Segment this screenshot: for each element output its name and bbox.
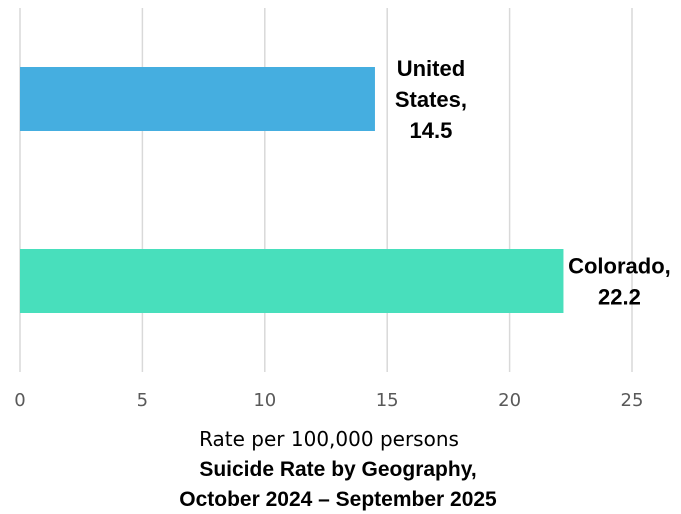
x-tick-label-15: 15 <box>376 390 399 411</box>
data-labels: United States, 14.5 Colorado, 22.2 <box>395 56 671 310</box>
data-label-united-states-line-3: 14.5 <box>410 118 453 143</box>
data-label-united-states-line-1: United <box>397 56 465 81</box>
data-label-united-states: United States, 14.5 <box>395 56 467 143</box>
bars <box>20 67 564 313</box>
x-tick-label-5: 5 <box>137 390 148 411</box>
data-label-colorado-line-2: 22.2 <box>598 285 641 310</box>
chart-title-line-1: Suicide Rate by Geography, <box>199 458 476 481</box>
x-tick-label-25: 25 <box>621 390 644 411</box>
x-tick-label-0: 0 <box>14 390 25 411</box>
chart-title-line-2: October 2024 – September 2025 <box>179 488 497 511</box>
x-tick-label-20: 20 <box>498 390 521 411</box>
bar-united-states <box>20 67 375 131</box>
gridlines <box>19 8 633 372</box>
x-axis-title: Rate per 100,000 persons <box>199 427 459 451</box>
x-tick-label-10: 10 <box>253 390 276 411</box>
data-label-colorado: Colorado, 22.2 <box>568 254 671 310</box>
data-label-united-states-line-2: States, <box>395 87 467 112</box>
x-tick-labels: 0 5 10 15 20 25 <box>14 390 643 411</box>
data-label-colorado-line-1: Colorado, <box>568 254 671 279</box>
bar-colorado <box>20 249 564 313</box>
